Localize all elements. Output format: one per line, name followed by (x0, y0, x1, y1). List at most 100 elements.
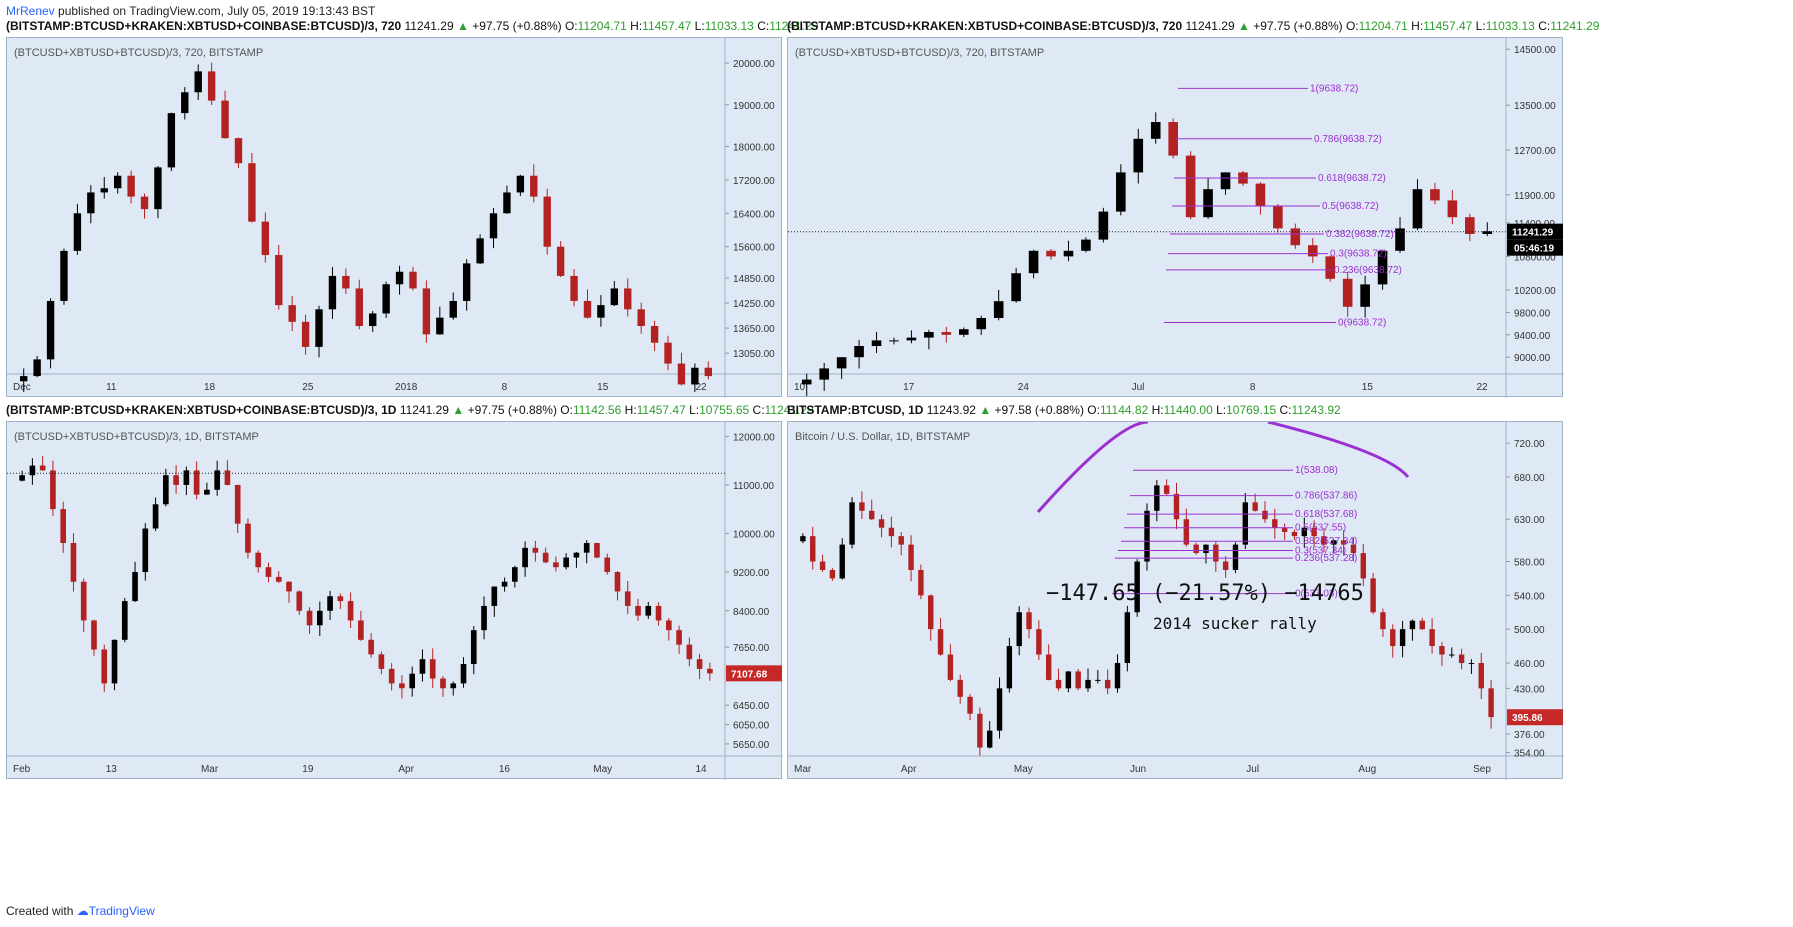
candle-body (29, 465, 36, 476)
fib-level-label: 0.236(9638.72) (1334, 265, 1402, 276)
candle-body (306, 610, 313, 626)
chart-svg-2[interactable]: (BTCUSD+XBTUSD+BTCUSD)/3, 720, BITSTAMP 1… (788, 38, 1564, 398)
y-tick-label: 13050.00 (733, 349, 775, 360)
candle-body (409, 271, 417, 289)
candle-body (583, 300, 592, 318)
candle-body (958, 329, 969, 335)
candle-body (1291, 531, 1298, 537)
created-with-text: Created with (6, 904, 74, 918)
candle-body (476, 238, 484, 264)
y-tick-label: 14500.00 (1514, 45, 1556, 56)
chart-panel-3[interactable]: (BTCUSD+XBTUSD+BTCUSD)/3, 1D, BITSTAMP 12… (6, 421, 783, 780)
chart-svg-4[interactable]: Bitcoin / U.S. Dollar, 1D, BITSTAMP 720.0… (788, 422, 1564, 780)
candle-body (1028, 250, 1039, 274)
fib-level-label: 0.382(537.34) (1295, 536, 1357, 547)
candle-body (635, 605, 641, 616)
x-tick-label: Jul (1246, 764, 1259, 775)
candle-body (1478, 662, 1484, 689)
x-tick-label: Apr (398, 764, 414, 775)
candle-body (1482, 231, 1493, 234)
x-tick-label: 24 (1018, 382, 1030, 393)
candle-body (1098, 211, 1109, 240)
candle-body (315, 309, 323, 347)
y-tick-label: 376.00 (1514, 730, 1545, 741)
candle-body (967, 696, 973, 714)
candle-body (214, 470, 220, 490)
candle-body (1321, 536, 1327, 545)
candle-body (450, 683, 457, 689)
x-tick-label: Aug (1358, 764, 1376, 775)
chart-panel-4[interactable]: Bitcoin / U.S. Dollar, 1D, BITSTAMP 720.0… (787, 421, 1564, 780)
chart-panel-1[interactable]: (BTCUSD+XBTUSD+BTCUSD)/3, 720, BITSTAMP 2… (6, 37, 783, 398)
candle-body (19, 475, 25, 481)
candle-body (1439, 646, 1445, 655)
y-tick-label: 17200.00 (733, 176, 775, 187)
candle-body (1290, 228, 1301, 246)
candle-body (556, 246, 565, 276)
low-value: 11033.13 (704, 19, 754, 33)
up-arrow-icon: ▲ (457, 19, 469, 33)
candle-body (255, 552, 262, 568)
candle-body (167, 113, 176, 168)
x-tick-label: 17 (903, 382, 915, 393)
candle-body (173, 475, 179, 485)
panel-4-header: BITSTAMP:BTCUSD, 1D 11243.92 ▲ +97.58 (+… (787, 403, 1341, 417)
candle-body (1063, 250, 1074, 257)
chart-panel-2[interactable]: (BTCUSD+XBTUSD+BTCUSD)/3, 720, BITSTAMP 1… (787, 37, 1564, 398)
fib-level-label: 0.3(9638.72) (1330, 249, 1387, 260)
y-tick-label: 580.00 (1514, 558, 1545, 569)
author-link[interactable]: MrRenev (6, 4, 55, 18)
price-tag-box (726, 665, 782, 682)
y-tick-label: 680.00 (1514, 473, 1545, 484)
y-tick-label: 540.00 (1514, 591, 1545, 602)
candle-body (409, 673, 416, 689)
candle-body (819, 368, 829, 380)
candle-body (928, 595, 934, 630)
candle-body (1203, 544, 1209, 554)
x-tick-label: 14 (695, 764, 707, 775)
candle-body (39, 465, 46, 471)
candle-body (1150, 122, 1161, 139)
candle-body (996, 688, 1003, 731)
candle-body (121, 601, 128, 640)
publish-date: published on TradingView.com, July 05, 2… (58, 4, 376, 18)
high-value: 11440.00 (1163, 403, 1213, 417)
candle-body (449, 300, 457, 318)
candle-body (1409, 620, 1416, 630)
footer: Created with ☁TradingView (6, 904, 155, 918)
tradingview-link[interactable]: TradingView (88, 904, 155, 918)
candle-body (1222, 561, 1229, 570)
x-tick-label: May (593, 764, 612, 775)
candle-body (854, 346, 864, 358)
y-tick-label: 354.00 (1514, 749, 1545, 760)
price-tag-box (1507, 709, 1563, 726)
low-value: 10769.15 (1226, 403, 1277, 417)
candle-body (87, 192, 95, 214)
price-change: +97.75 (+0.88%) (1253, 19, 1343, 33)
x-tick-label: 15 (597, 382, 609, 393)
candle-body (1026, 612, 1032, 630)
x-tick-label: Sep (1473, 764, 1491, 775)
y-tick-label: 460.00 (1514, 659, 1545, 670)
candle-body (941, 332, 952, 335)
x-tick-label: 19 (302, 764, 314, 775)
candle-body (543, 196, 551, 247)
candle-body (1468, 662, 1475, 664)
y-tick-label: 9000.00 (1514, 353, 1551, 364)
chart-svg-1[interactable]: (BTCUSD+XBTUSD+BTCUSD)/3, 720, BITSTAMP 2… (7, 38, 783, 398)
symbol-label: BITSTAMP:BTCUSD, 1D (787, 403, 924, 417)
chart-svg-3[interactable]: (BTCUSD+XBTUSD+BTCUSD)/3, 1D, BITSTAMP 12… (7, 422, 783, 780)
candle-body (347, 601, 354, 621)
candle-body (234, 138, 243, 164)
candle-body (1370, 578, 1376, 613)
y-tick-label: 10200.00 (1514, 286, 1556, 297)
high-value: 11457.47 (1423, 19, 1473, 33)
y-tick-label: 10800.00 (1514, 252, 1556, 263)
close-value: 11241.29 (764, 403, 814, 417)
candle-body (1134, 561, 1140, 613)
open-value: 11142.56 (572, 403, 622, 417)
candle-body (127, 175, 135, 197)
candle-body (388, 668, 395, 684)
candle-body (888, 527, 895, 537)
candle-body (707, 668, 713, 674)
